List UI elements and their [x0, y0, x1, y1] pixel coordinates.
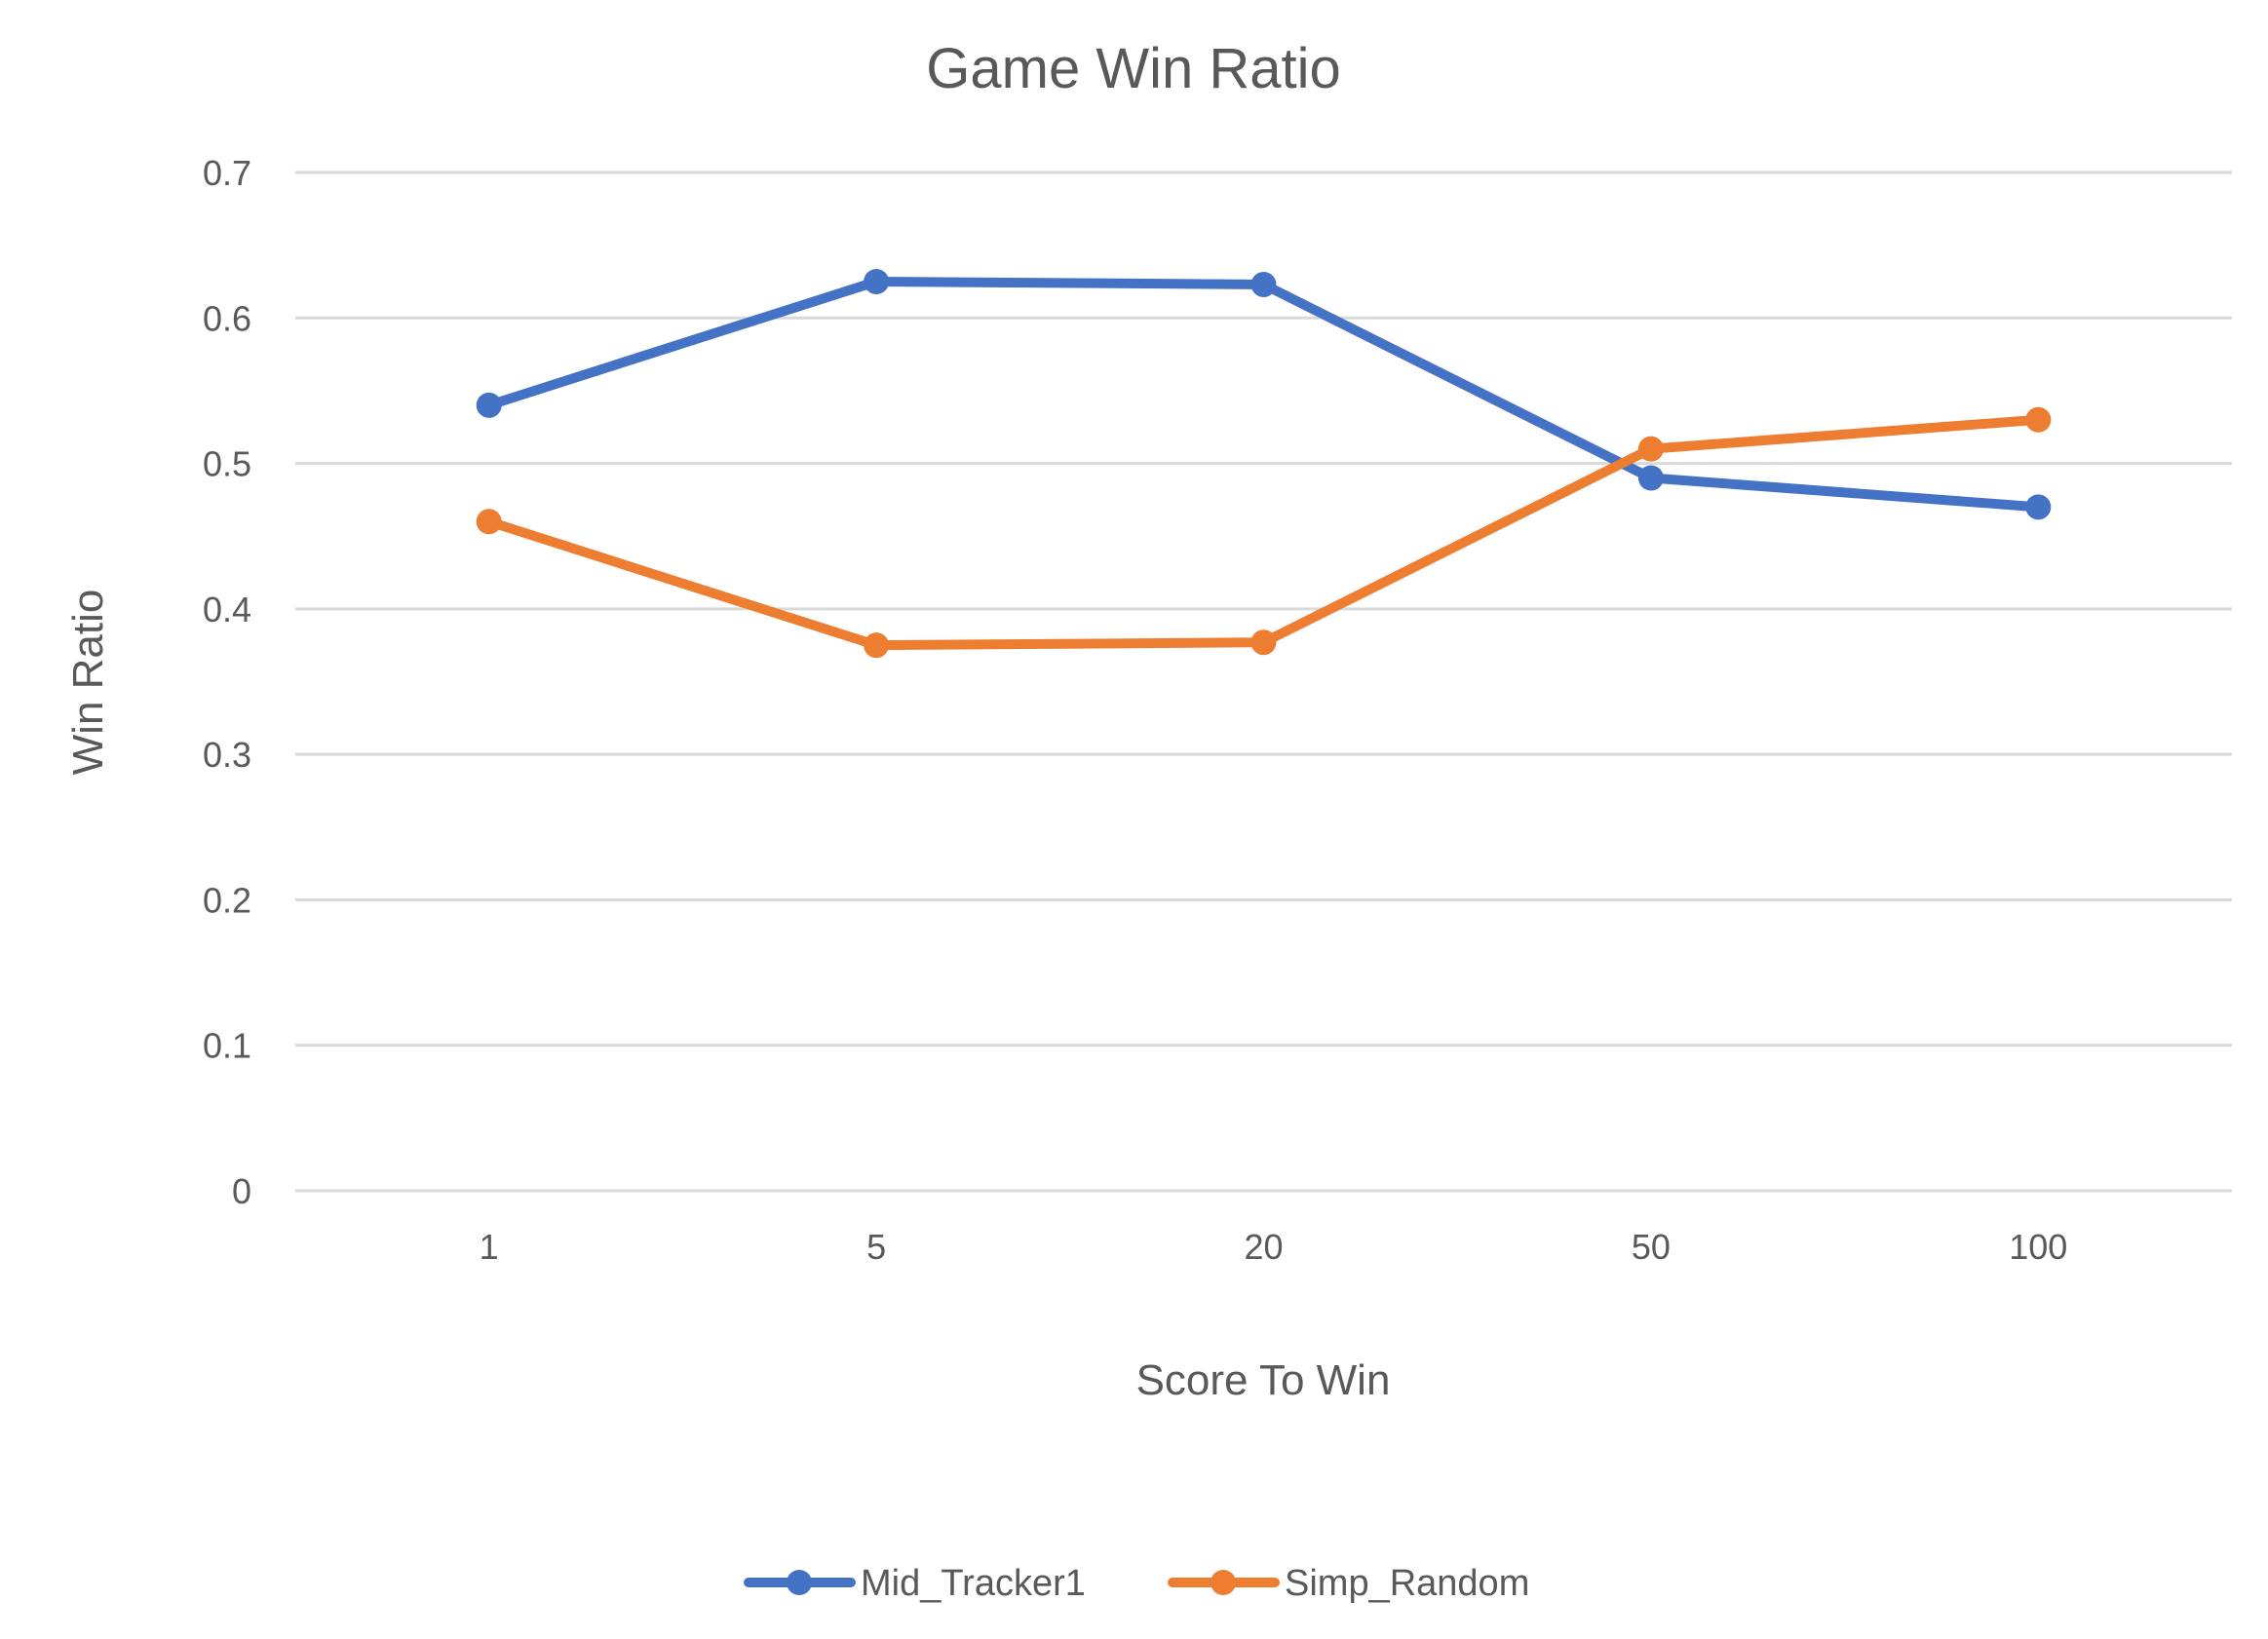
x-tick-label: 50 [1632, 1227, 1671, 1267]
y-tick-label: 0.6 [203, 298, 251, 338]
data-point [1637, 465, 1664, 491]
legend: Mid_Tracker1 Simp_Random [744, 1563, 1529, 1604]
x-axis-title: Score To Win [1136, 1356, 1391, 1404]
legend-item: Mid_Tracker1 [744, 1563, 1086, 1604]
data-point [864, 632, 890, 659]
series-line [483, 276, 2044, 513]
chart-title: Game Win Ratio [926, 37, 1340, 100]
data-point [1637, 436, 1664, 462]
series-lines [476, 268, 2052, 659]
series-line [483, 414, 2044, 651]
y-tick-label: 0.2 [203, 880, 251, 920]
data-point [1250, 629, 1277, 656]
y-tick-label: 0.4 [203, 590, 251, 629]
series-Mid_Tracker1 [476, 268, 2052, 520]
legend-swatch-marker [1211, 1570, 1236, 1595]
data-point [1250, 271, 1277, 297]
x-tick-label: 100 [2009, 1227, 2067, 1267]
y-tick-label: 0.5 [203, 444, 251, 484]
x-tick-label: 20 [1244, 1227, 1283, 1267]
x-tick-label: 1 [480, 1227, 499, 1267]
y-tick-labels: 0 0.1 0.2 0.3 0.4 0.5 0.6 0.7 [203, 153, 251, 1211]
data-point [476, 392, 502, 418]
series-Simp_Random [476, 406, 2052, 659]
gridlines [295, 171, 2232, 1193]
y-tick-label: 0.1 [203, 1026, 251, 1066]
y-tick-label: 0 [232, 1171, 251, 1211]
y-tick-label: 0.3 [203, 735, 251, 775]
x-tick-label: 5 [866, 1227, 886, 1267]
legend-label: Simp_Random [1285, 1563, 1529, 1604]
legend-label: Mid_Tracker1 [861, 1563, 1086, 1604]
y-tick-label: 0.7 [203, 153, 251, 193]
legend-item: Simp_Random [1168, 1563, 1529, 1604]
x-tick-labels: 1 5 20 50 100 [480, 1227, 2068, 1267]
data-point [2025, 406, 2052, 433]
data-point [476, 509, 502, 535]
y-axis-title: Win Ratio [64, 590, 112, 776]
data-point [2025, 494, 2052, 520]
legend-swatch-marker [787, 1570, 812, 1595]
data-point [864, 268, 890, 294]
